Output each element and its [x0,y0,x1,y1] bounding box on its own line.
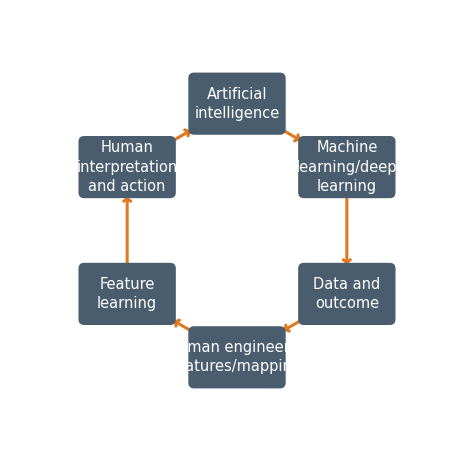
Text: Feature
learning: Feature learning [97,277,157,311]
FancyBboxPatch shape [188,326,286,389]
FancyBboxPatch shape [298,136,395,198]
Text: Artificial
intelligence: Artificial intelligence [194,87,280,121]
FancyBboxPatch shape [79,263,176,325]
Text: Machine
learning/deep
learning: Machine learning/deep learning [296,141,398,194]
FancyBboxPatch shape [79,136,176,198]
Text: Human engineered
features/mapping: Human engineered features/mapping [167,340,307,374]
FancyBboxPatch shape [188,72,286,135]
Text: Human
interpretation
and action: Human interpretation and action [76,141,178,194]
Text: Data and
outcome: Data and outcome [313,277,381,311]
FancyBboxPatch shape [298,263,395,325]
